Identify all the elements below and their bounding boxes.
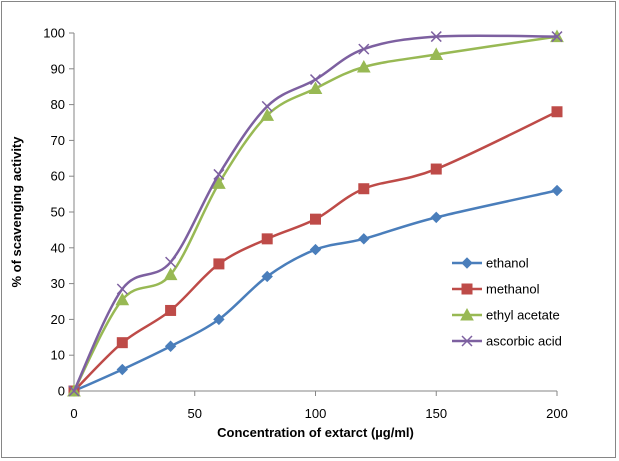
y-tick-label: 20 [51,312,65,327]
marker-stroke [461,335,473,347]
series-methanol [68,106,563,397]
legend-marker [461,335,473,347]
y-tick-label: 80 [51,97,65,112]
data-point-ethyl-acetate [260,108,275,121]
data-point-ethyl-acetate [163,267,178,281]
data-point-ethyl-acetate [212,176,226,189]
series-ascorbic-acid [68,31,563,397]
data-point-ascorbic-acid [213,168,225,180]
legend-label: ethyl acetate [486,308,560,323]
legend-marker [460,307,474,321]
marker-stroke [68,385,80,397]
y-tick-label: 60 [51,169,65,184]
legend: ethanol methanol ethyl acetate ascorbic aci… [452,256,562,349]
series-line-ascorbic-acid [72,34,558,392]
data-point-ascorbic-acid [551,31,563,43]
legend-item: ethyl acetate [452,308,560,323]
x-tick-label: 200 [546,406,568,421]
y-tick-label: 70 [51,133,65,148]
data-point-ethanol [261,270,273,283]
legend-item: methanol [452,282,540,297]
data-point-ethyl-acetate [356,59,371,73]
data-point-methanol [165,304,177,316]
y-tick-label: 10 [51,348,65,363]
y-axis-title: % of scavenging activity [9,136,24,288]
legend-label: ethanol [486,256,529,271]
legend-label: methanol [486,282,540,297]
legend-item: ethanol [452,256,529,271]
x-tick-label: 50 [188,406,202,421]
data-point-ethanol [551,184,563,197]
data-point-methanol [551,106,563,118]
marker-stroke [261,100,273,112]
data-point-ethyl-acetate [429,47,444,60]
y-tick-label: 40 [51,240,65,255]
y-tick-label: 90 [51,61,65,76]
x-tick-label: 0 [70,406,77,421]
data-point-methanol [116,337,128,349]
data-point-ascorbic-acid [430,31,442,43]
data-point-methanol [310,213,321,225]
data-point-methanol [261,233,273,245]
x-tick-label: 100 [305,406,327,421]
y-tick-label: 30 [51,276,65,291]
data-point-ethanol [116,363,129,376]
marker-stroke [551,31,563,43]
legend-marker [461,283,473,295]
x-axis-title: Concentration of extarct (µg/ml) [217,425,414,440]
data-point-ascorbic-acid [358,43,370,55]
data-point-ascorbic-acid [261,100,273,112]
data-point-ascorbic-acid [116,283,128,295]
data-point-ascorbic-acid [68,385,80,397]
data-point-ethanol [430,211,442,224]
marker-stroke [358,43,370,55]
y-tick-label: 50 [51,205,65,220]
marker-stroke [213,168,225,180]
legend-item: ascorbic acid [452,334,562,349]
legend-label: ascorbic acid [486,334,562,349]
y-tick-label: 100 [43,26,65,41]
data-point-ascorbic-acid [309,74,322,86]
marker-stroke [116,283,128,295]
data-point-ethanol [213,313,225,326]
data-point-methanol [358,183,370,195]
x-tick-label: 150 [425,406,447,421]
data-point-ethanol [309,243,322,256]
data-point-ethanol [164,340,177,352]
data-point-methanol [430,163,442,175]
data-point-methanol [213,258,225,270]
marker-stroke [430,31,442,43]
data-point-ethanol [358,233,370,245]
marker-stroke [165,256,177,268]
data-point-ethyl-acetate [115,292,130,306]
y-tick-label: 0 [58,384,65,399]
data-point-ethyl-acetate [308,81,323,94]
data-point-ascorbic-acid [165,256,177,268]
legend-marker [461,257,473,269]
marker-stroke [309,74,322,86]
